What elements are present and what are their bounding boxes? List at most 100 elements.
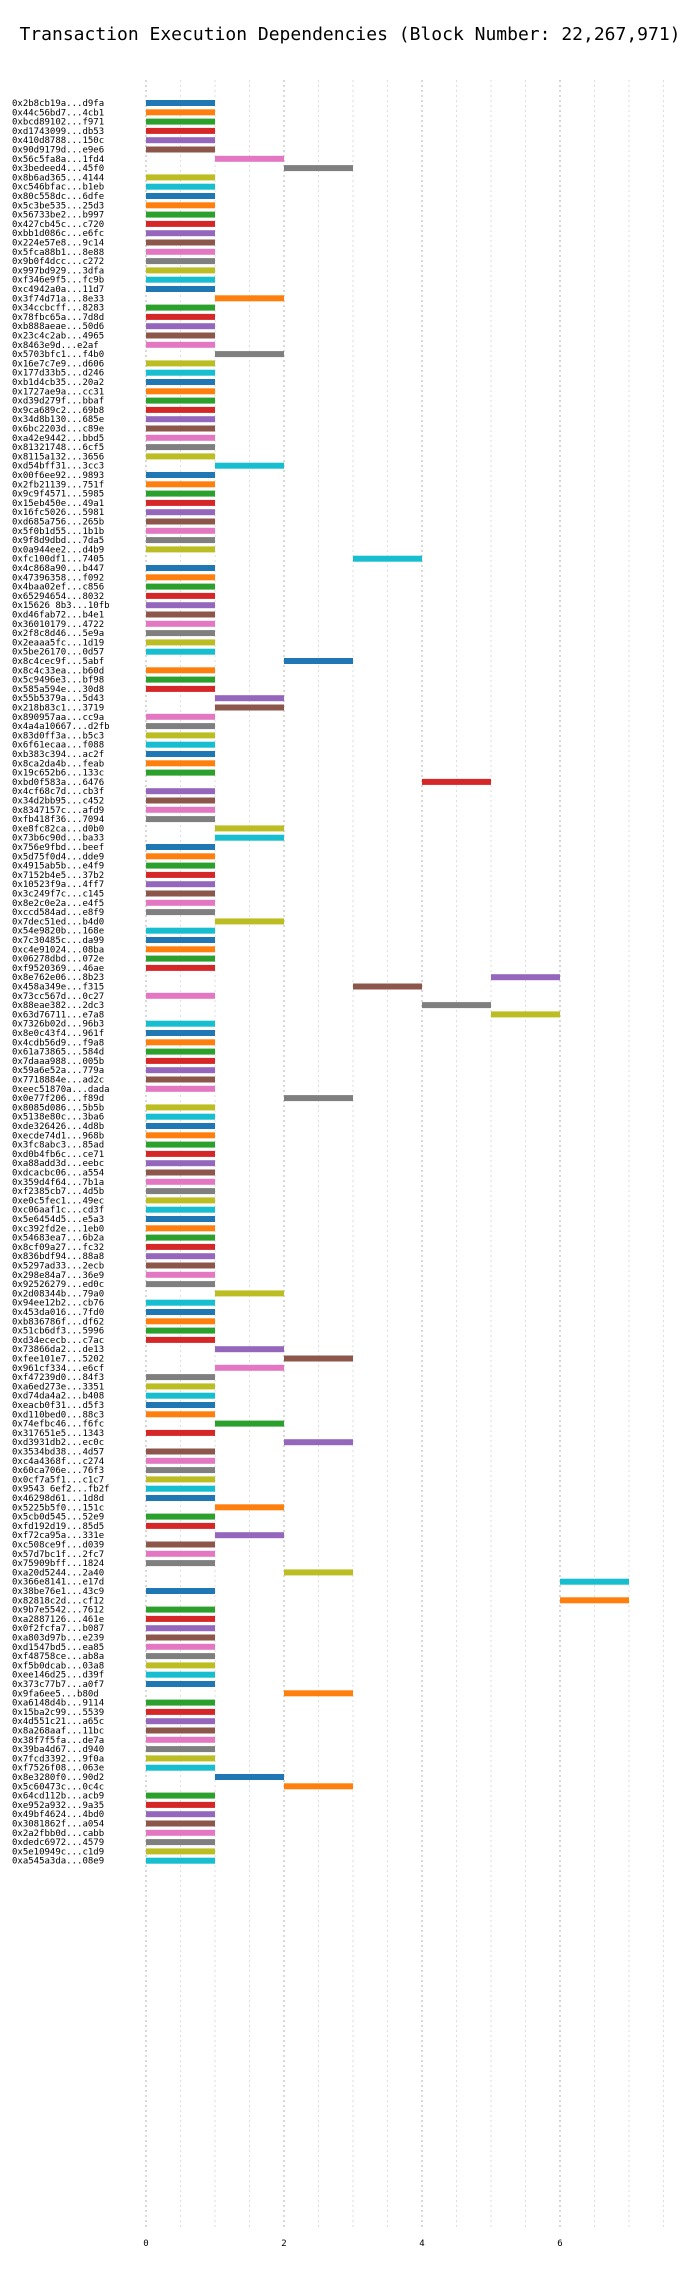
transaction-bar [353,983,422,990]
transaction-bar [146,1681,215,1687]
transaction-bar [146,1216,215,1222]
transaction-bar [146,1225,215,1232]
transaction-label: 0x39ba4d67...d940 [12,1745,104,1755]
transaction-label: 0x8ca2da4b...feab [12,759,104,769]
transaction-label: 0x4baa02ef...c856 [12,583,104,593]
transaction-bar [146,1253,215,1260]
transaction-label: 0x2d08344b...79a0 [12,1289,104,1299]
transaction-label: 0x3081862f...a054 [12,1820,104,1830]
transaction-label: 0x9c9f4571...5985 [12,490,104,500]
transaction-label: 0xde326426...4d8b [12,1122,104,1132]
transaction-bar [146,751,215,757]
transaction-label: 0x359d4f64...7b1a [12,1178,104,1188]
transaction-label: 0xd1547bd5...ea85 [12,1643,104,1653]
transaction-label: 0x80c558dc...6dfe [12,192,104,202]
transaction-bar [215,351,284,358]
transaction-bar [146,220,215,227]
transaction-label: 0x88eae382...2dc3 [12,1001,104,1011]
bars-group [146,100,629,1864]
transaction-label: 0x5138e80c...3ba6 [12,1113,104,1123]
transaction-bar [146,1699,215,1706]
transaction-bar [146,1243,215,1250]
transaction-label: 0x5fca88b1...8e88 [12,248,104,258]
transaction-bar [146,1392,215,1399]
transaction-label: 0x7daaa988...005b [12,1057,104,1067]
transaction-label: 0x8a268aaf...11bc [12,1727,104,1737]
transaction-label: 0x5e10949c...c1d9 [12,1847,104,1857]
transaction-label: 0x56733be2...b997 [12,211,104,221]
transaction-label: 0x38f7f5fa...de7a [12,1736,104,1746]
transaction-bar [284,1355,353,1362]
transaction-label: 0xb1d4cb35...20a2 [12,378,104,388]
transaction-bar [146,1048,215,1055]
transaction-bar [146,1513,215,1520]
transaction-bar [146,1495,215,1501]
transaction-label: 0x9ca689c2...69b8 [12,406,104,416]
transaction-label: 0xa20d5244...2a40 [12,1568,104,1578]
transaction-bar [146,890,215,897]
transaction-label: 0x5be26170...0d57 [12,648,104,658]
transaction-label: 0xfee101e7...5202 [12,1355,104,1365]
transaction-label: 0x5e6454d5...e5a3 [12,1215,104,1225]
transaction-label: 0x3c249f7c...c145 [12,890,104,900]
transaction-label: 0x8463e9d...e2af [12,341,99,351]
transaction-label: 0xfd192d19...85d5 [12,1522,104,1532]
transaction-label: 0x73cc567d...0c27 [12,992,104,1002]
transaction-bar [491,974,560,981]
transaction-label: 0x3fc8abc3...85ad [12,1141,104,1151]
transaction-label: 0xbd0f583a...6476 [12,778,104,788]
transaction-label: 0x7dec51ed...b4d0 [12,917,104,927]
transaction-label: 0x54e9820b...168e [12,927,104,937]
transaction-label: 0x0a944ee2...d4b9 [12,545,104,555]
transaction-label: 0xf2385cb7...4d5b [12,1187,104,1197]
transaction-label: 0xa803d97b...e239 [12,1634,104,1644]
transaction-label: 0x458a349e...f315 [12,983,104,993]
transaction-bar [146,1792,215,1799]
transaction-label: 0x2fb21139...751f [12,480,104,490]
transaction-bar [146,964,215,971]
transaction-bar [146,1113,215,1120]
transaction-label: 0x427cb45c...c720 [12,220,104,230]
transaction-label: 0xc546bfac...b1eb [12,183,104,193]
transaction-bar [146,1857,215,1864]
transaction-bar [146,732,215,739]
transaction-bar [146,955,215,962]
transaction-label: 0xeacb0f31...d5f3 [12,1401,104,1411]
transaction-label: 0x5c3be535...25d3 [12,201,104,211]
transaction-label: 0x38be76e1...43c9 [12,1587,104,1597]
transaction-label: 0x10523f9a...4ff7 [12,880,104,890]
transaction-label: 0xb383c394...ac2f [12,750,104,760]
transaction-bar [146,1801,215,1808]
transaction-label: 0x74efbc46...f6fc [12,1420,104,1430]
transaction-bar [146,1169,215,1176]
transaction-label: 0x298e84a7...36e9 [12,1271,104,1281]
transaction-label: 0x8cf09a27...fc32 [12,1243,104,1253]
transaction-label: 0xbcd89102...f971 [12,118,104,128]
transaction-label: 0x453da016...7fd0 [12,1308,104,1318]
transaction-label: 0x82818c2d...cf12 [12,1596,104,1606]
transaction-bar [215,462,284,469]
transaction-bar [284,658,353,664]
transaction-label: 0x8e762e06...8b23 [12,973,104,983]
transaction-label: 0x9b0f4dcc...c272 [12,257,104,267]
transaction-bar [146,323,215,330]
transaction-bar [146,788,215,795]
transaction-label: 0x3534bd38...4d57 [12,1448,104,1458]
transaction-bar [146,537,215,544]
transaction-bar [560,1597,629,1604]
transaction-label: 0x73b6c90d...ba33 [12,834,104,844]
transaction-label: 0x16e7c7e9...d606 [12,359,104,369]
transaction-label: 0x60ca706e...76f3 [12,1466,104,1476]
transaction-label: 0x890957aa...cc9a [12,713,104,723]
transaction-bar [146,1188,215,1195]
transaction-bar [215,1290,284,1297]
transaction-label: 0x56c5fa8a...1fd4 [12,155,104,165]
transaction-label: 0x90d9179d...e9e6 [12,146,104,156]
transaction-bar [146,1839,215,1846]
transaction-label: 0x836bdf94...88a8 [12,1252,104,1262]
transaction-bar [146,1727,215,1734]
transaction-bar [215,1346,284,1353]
transaction-label: 0x15626 8b3...10fb [12,601,110,611]
